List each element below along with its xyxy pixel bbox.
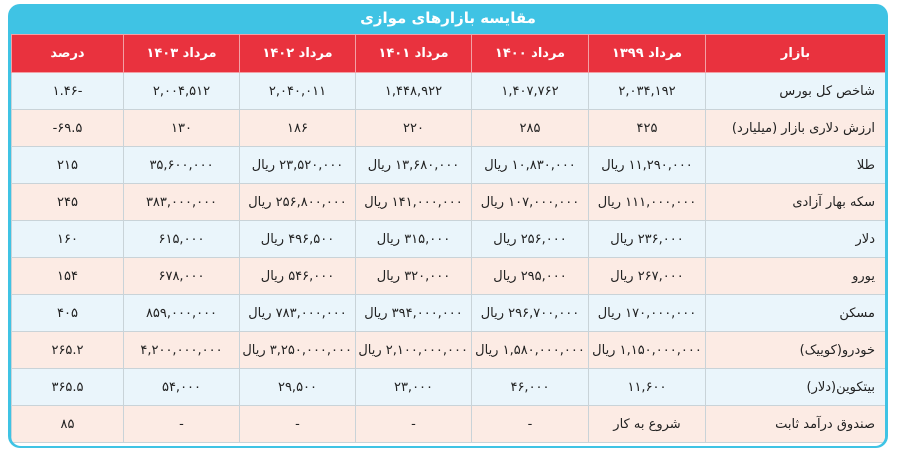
- cell: ۲۶۵.۲: [11, 331, 124, 369]
- cell: ۲,۰۳۴,۱۹۲: [588, 72, 706, 110]
- cell: ۳۸۳,۰۰۰,۰۰۰: [123, 183, 240, 221]
- table-body: شاخص کل بورس ۲,۰۳۴,۱۹۲ ۱,۴۰۷,۷۶۲ ۱,۴۴۸,۹۲۲ ۲…: [11, 72, 885, 443]
- cell: ۵۴,۰۰۰: [123, 368, 240, 406]
- table-row: مسکن ۱۷۰,۰۰۰,۰۰۰ ریال ۲۹۶,۷۰۰,۰۰۰ ریال ۳۹۴,…: [11, 294, 885, 332]
- cell: -: [471, 405, 589, 443]
- row-label: شاخص کل بورس: [705, 72, 885, 110]
- cell: ۲۳,۵۲۰,۰۰۰ ریال: [239, 146, 356, 184]
- title: مقایسه بازارهای موازی: [360, 9, 536, 27]
- header-cell: بازار: [705, 34, 885, 73]
- cell: ۱۱,۲۹۰,۰۰۰ ریال: [588, 146, 706, 184]
- header-cell: مرداد ۱۴۰۲: [239, 34, 356, 73]
- cell: ۶۹.۵-: [11, 109, 124, 147]
- cell: -۱.۴۶: [11, 72, 124, 110]
- cell: ۲۳,۰۰۰: [355, 368, 472, 406]
- cell: ۵۴۶,۰۰۰ ریال: [239, 257, 356, 295]
- cell: ۱۰,۸۳۰,۰۰۰ ریال: [471, 146, 589, 184]
- cell: ۴۹۶,۵۰۰ ریال: [239, 220, 356, 258]
- cell: ۲,۰۴۰,۰۱۱: [239, 72, 356, 110]
- header-cell: مرداد ۱۴۰۱: [355, 34, 472, 73]
- cell: ۲۶۷,۰۰۰ ریال: [588, 257, 706, 295]
- cell: ۴۰۵: [11, 294, 124, 332]
- row-label: صندوق درآمد ثابت: [705, 405, 885, 443]
- cell: ۱۱,۶۰۰: [588, 368, 706, 406]
- cell: ۳۹۴,۰۰۰,۰۰۰ ریال: [355, 294, 472, 332]
- cell: ۳۱۵,۰۰۰ ریال: [355, 220, 472, 258]
- table-row: سکه بهار آزادی ۱۱۱,۰۰۰,۰۰۰ ریال ۱۰۷,۰۰۰,۰۰…: [11, 183, 885, 221]
- cell: ۱,۵۸۰,۰۰۰,۰۰۰ ریال: [471, 331, 589, 369]
- cell: ۱۵۴: [11, 257, 124, 295]
- cell: ۱۰۷,۰۰۰,۰۰۰ ریال: [471, 183, 589, 221]
- cell: ۲۹,۵۰۰: [239, 368, 356, 406]
- table-frame: بازار مرداد ۱۳۹۹ مرداد ۱۴۰۰ مرداد ۱۴۰۱ مرداد…: [11, 34, 885, 446]
- cell: ۲۵۶,۸۰۰,۰۰۰ ریال: [239, 183, 356, 221]
- table-row: ارزش دلاری بازار (میلیارد) ۴۲۵ ۲۸۵ ۲۲۰ ۱۸۶ ۱۳…: [11, 109, 885, 147]
- table-row: یورو ۲۶۷,۰۰۰ ریال ۲۹۵,۰۰۰ ریال ۳۲۰,۰۰۰ ریال…: [11, 257, 885, 295]
- cell: ۲,۰۰۴,۵۱۲: [123, 72, 240, 110]
- cell: ۲۲۰: [355, 109, 472, 147]
- row-label: دلار: [705, 220, 885, 258]
- cell: ۶۷۸,۰۰۰: [123, 257, 240, 295]
- cell: ۸۵: [11, 405, 124, 443]
- cell: -: [355, 405, 472, 443]
- cell: ۴۶,۰۰۰: [471, 368, 589, 406]
- cell: ۳,۲۵۰,۰۰۰,۰۰۰ ریال: [239, 331, 356, 369]
- cell: -: [123, 405, 240, 443]
- table-row: طلا ۱۱,۲۹۰,۰۰۰ ریال ۱۰,۸۳۰,۰۰۰ ریال ۱۳,۶۸۰,…: [11, 146, 885, 184]
- panel: مقایسه بازارهای موازی بازار مرداد ۱۳۹۹ مرد…: [8, 4, 888, 448]
- cell: ۶۱۵,۰۰۰: [123, 220, 240, 258]
- cell: شروع به کار: [588, 405, 706, 443]
- cell: ۲۴۵: [11, 183, 124, 221]
- cell: ۱,۴۴۸,۹۲۲: [355, 72, 472, 110]
- row-label: خودرو(کوییک): [705, 331, 885, 369]
- cell: ۲۸۵: [471, 109, 589, 147]
- cell: ۲۱۵: [11, 146, 124, 184]
- row-label: مسکن: [705, 294, 885, 332]
- cell: ۱۸۶: [239, 109, 356, 147]
- cell: ۳۶۵.۵: [11, 368, 124, 406]
- cell: ۸۵۹,۰۰۰,۰۰۰: [123, 294, 240, 332]
- cell: ۲۳۶,۰۰۰ ریال: [588, 220, 706, 258]
- header-cell: درصد: [11, 34, 124, 73]
- cell: ۱۳۰: [123, 109, 240, 147]
- cell: ۲۵۶,۰۰۰ ریال: [471, 220, 589, 258]
- row-label: ارزش دلاری بازار (میلیارد): [705, 109, 885, 147]
- cell: ۴۲۵: [588, 109, 706, 147]
- cell: -: [239, 405, 356, 443]
- header-cell: مرداد ۱۴۰۳: [123, 34, 240, 73]
- cell: ۱۷۰,۰۰۰,۰۰۰ ریال: [588, 294, 706, 332]
- cell: ۲۹۵,۰۰۰ ریال: [471, 257, 589, 295]
- cell: ۷۸۳,۰۰۰,۰۰۰ ریال: [239, 294, 356, 332]
- header-row: بازار مرداد ۱۳۹۹ مرداد ۱۴۰۰ مرداد ۱۴۰۱ مرداد…: [11, 34, 885, 73]
- header-cell: مرداد ۱۳۹۹: [588, 34, 706, 73]
- cell: ۳۲۰,۰۰۰ ریال: [355, 257, 472, 295]
- table-row: دلار ۲۳۶,۰۰۰ ریال ۲۵۶,۰۰۰ ریال ۳۱۵,۰۰۰ ریال…: [11, 220, 885, 258]
- table-row: صندوق درآمد ثابت شروع به کار - - - -۸۵: [11, 405, 885, 443]
- table-row: بیتکوین(دلار) ۱۱,۶۰۰ ۴۶,۰۰۰ ۲۳,۰۰۰ ۲۹,۵۰۰ ۵۴,…: [11, 368, 885, 406]
- table: بازار مرداد ۱۳۹۹ مرداد ۱۴۰۰ مرداد ۱۴۰۱ مرداد…: [11, 34, 885, 443]
- cell: ۲,۱۰۰,۰۰۰,۰۰۰ ریال: [355, 331, 472, 369]
- cell: ۱,۱۵۰,۰۰۰,۰۰۰ ریال: [588, 331, 706, 369]
- cell: ۱۱۱,۰۰۰,۰۰۰ ریال: [588, 183, 706, 221]
- row-label: سکه بهار آزادی: [705, 183, 885, 221]
- row-label: بیتکوین(دلار): [705, 368, 885, 406]
- row-label: طلا: [705, 146, 885, 184]
- cell: ۱۶۰: [11, 220, 124, 258]
- cell: ۱۴۱,۰۰۰,۰۰۰ ریال: [355, 183, 472, 221]
- cell: ۱۳,۶۸۰,۰۰۰ ریال: [355, 146, 472, 184]
- cell: ۱,۴۰۷,۷۶۲: [471, 72, 589, 110]
- cell: ۳۵,۶۰۰,۰۰۰: [123, 146, 240, 184]
- table-row: خودرو(کوییک) ۱,۱۵۰,۰۰۰,۰۰۰ ریال ۱,۵۸۰,۰۰۰,…: [11, 331, 885, 369]
- cell: ۲۹۶,۷۰۰,۰۰۰ ریال: [471, 294, 589, 332]
- table-row: شاخص کل بورس ۲,۰۳۴,۱۹۲ ۱,۴۰۷,۷۶۲ ۱,۴۴۸,۹۲۲ ۲…: [11, 72, 885, 110]
- cell: ۴,۲۰۰,۰۰۰,۰۰۰: [123, 331, 240, 369]
- header-cell: مرداد ۱۴۰۰: [471, 34, 589, 73]
- row-label: یورو: [705, 257, 885, 295]
